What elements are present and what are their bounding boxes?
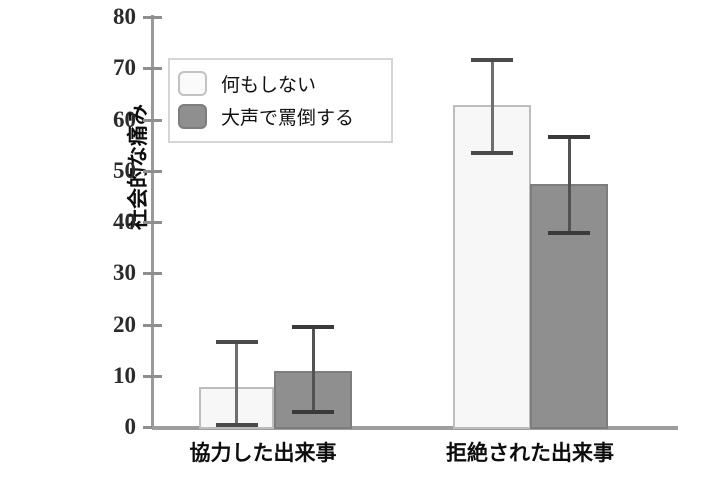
y-tick-label-20: 20 xyxy=(113,311,136,337)
error-bar-cap-bottom xyxy=(471,151,513,156)
legend-item-0: 何もしない xyxy=(178,67,383,100)
error-bar-cap-bottom xyxy=(292,410,334,415)
error-bar-cap-bottom xyxy=(548,230,590,235)
legend: 何もしない 大声で罵倒する xyxy=(168,58,393,143)
error-bar-cap-top xyxy=(471,58,513,62)
x-axis-line xyxy=(152,426,678,430)
y-tick-label-30: 30 xyxy=(113,260,136,286)
y-tick-30 xyxy=(143,272,162,276)
legend-swatch-icon-0 xyxy=(178,71,207,96)
y-tick-10 xyxy=(143,374,162,378)
y-tick-label-50: 50 xyxy=(113,157,136,183)
y-tick-40 xyxy=(143,221,162,224)
y-tick-70 xyxy=(143,67,162,71)
legend-label-0: 何もしない xyxy=(221,74,317,96)
y-tick-label-40: 40 xyxy=(113,209,136,234)
error-bar-cap-top xyxy=(215,339,258,344)
legend-item-1: 大声で罵倒する xyxy=(178,100,383,133)
x-axis-label-0: 協力した出来事 xyxy=(189,441,337,465)
y-tick-label-10: 10 xyxy=(113,362,136,388)
y-tick-label-0: 0 xyxy=(124,414,137,439)
plot-area xyxy=(152,17,708,429)
error-bar-stem xyxy=(311,324,315,415)
error-bar-stem xyxy=(490,58,494,156)
legend-swatch-icon-1 xyxy=(178,104,207,129)
y-tick-80 xyxy=(143,16,162,19)
error-bar-0-0 xyxy=(199,339,274,427)
error-bar-stem xyxy=(567,134,571,235)
error-bar-1-0 xyxy=(453,58,531,156)
y-tick-label-60: 60 xyxy=(113,106,136,132)
error-bar-0-1 xyxy=(274,324,352,415)
legend-label-1: 大声で罵倒する xyxy=(221,107,355,129)
y-tick-20 xyxy=(143,323,162,327)
y-tick-label-70: 70 xyxy=(113,55,136,81)
y-tick-60 xyxy=(143,118,162,122)
error-bar-cap-top xyxy=(548,134,590,139)
bar-1-0 xyxy=(453,105,531,429)
y-tick-50 xyxy=(143,169,162,173)
x-axis-label-1: 拒絶された出来事 xyxy=(446,441,614,465)
y-tick-label-80: 80 xyxy=(113,4,136,29)
error-bar-cap-bottom xyxy=(215,423,258,427)
error-bar-1-1 xyxy=(530,134,608,235)
error-bar-stem xyxy=(235,339,238,427)
error-bar-cap-top xyxy=(292,324,334,329)
